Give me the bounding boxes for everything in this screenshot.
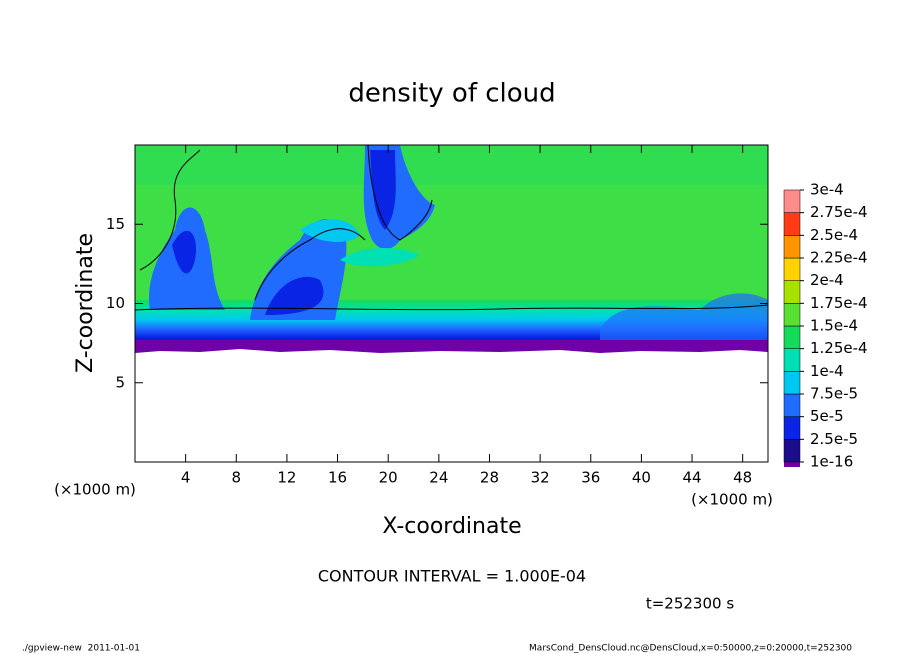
x-axis-label: X-coordinate — [382, 514, 521, 539]
colorbar-label: 7.5e-5 — [810, 385, 858, 403]
colorbar-label: 3e-4 — [810, 181, 844, 199]
colorbar-under — [784, 460, 800, 467]
x-tick-label: 8 — [232, 469, 242, 487]
field — [135, 145, 768, 353]
time-label: t=252300 s — [646, 595, 734, 613]
contour-interval: CONTOUR INTERVAL = 1.000E-04 — [318, 567, 586, 586]
x-unit-label: (×1000 m) — [691, 491, 773, 509]
x-tick-label: 48 — [733, 469, 752, 487]
colorbar-label: 1.75e-4 — [810, 294, 868, 312]
colorbar-label: 1.5e-4 — [810, 317, 858, 335]
colorbar-label: 1.25e-4 — [810, 339, 868, 357]
colorbar-box — [783, 348, 801, 372]
footer-left: ./gpview-new 2011-01-01 — [22, 644, 140, 654]
x-tick-label: 44 — [682, 469, 701, 487]
colorbar-label: 2.5e-5 — [810, 430, 858, 448]
colorbar-box — [783, 393, 801, 417]
colorbar-label: 1e-16 — [810, 453, 853, 471]
colorbar-label: 2.75e-4 — [810, 203, 868, 221]
x-tick-label: 40 — [632, 469, 651, 487]
colorbar-label: 2.25e-4 — [810, 249, 868, 267]
colorbar-box — [783, 439, 801, 463]
x-tick-label: 36 — [581, 469, 600, 487]
y-unit-label: (×1000 m) — [54, 481, 136, 499]
x-tick-label: 16 — [328, 469, 347, 487]
x-tick-label: 20 — [379, 469, 398, 487]
y-axis-label: Z-coordinate — [73, 233, 98, 373]
x-tick-label: 4 — [181, 469, 191, 487]
colorbar-box — [783, 325, 801, 349]
chart-title: density of cloud — [348, 79, 555, 109]
y-tick-label: 15 — [106, 215, 125, 233]
footer-right: MarsCond_DensCloud.nc@DensCloud,x=0:5000… — [529, 644, 852, 654]
colorbar-box — [783, 280, 801, 304]
colorbar-label: 5e-5 — [810, 407, 844, 425]
colorbar-box — [783, 303, 801, 327]
colorbar-box — [783, 189, 801, 213]
colorbar-label: 1e-4 — [810, 362, 844, 380]
x-tick-label: 32 — [531, 469, 550, 487]
x-tick-label: 28 — [480, 469, 499, 487]
colorbar-box — [783, 371, 801, 395]
colorbar-box — [783, 235, 801, 259]
colorbar-box — [783, 257, 801, 281]
y-tick-label: 10 — [106, 294, 125, 312]
colorbar-box — [783, 212, 801, 236]
colorbar-label: 2.5e-4 — [810, 226, 858, 244]
x-tick-label: 12 — [277, 469, 296, 487]
colorbar-box — [783, 416, 801, 440]
x-tick-label: 24 — [429, 469, 448, 487]
y-tick-label: 5 — [115, 373, 125, 391]
colorbar-label: 2e-4 — [810, 271, 844, 289]
